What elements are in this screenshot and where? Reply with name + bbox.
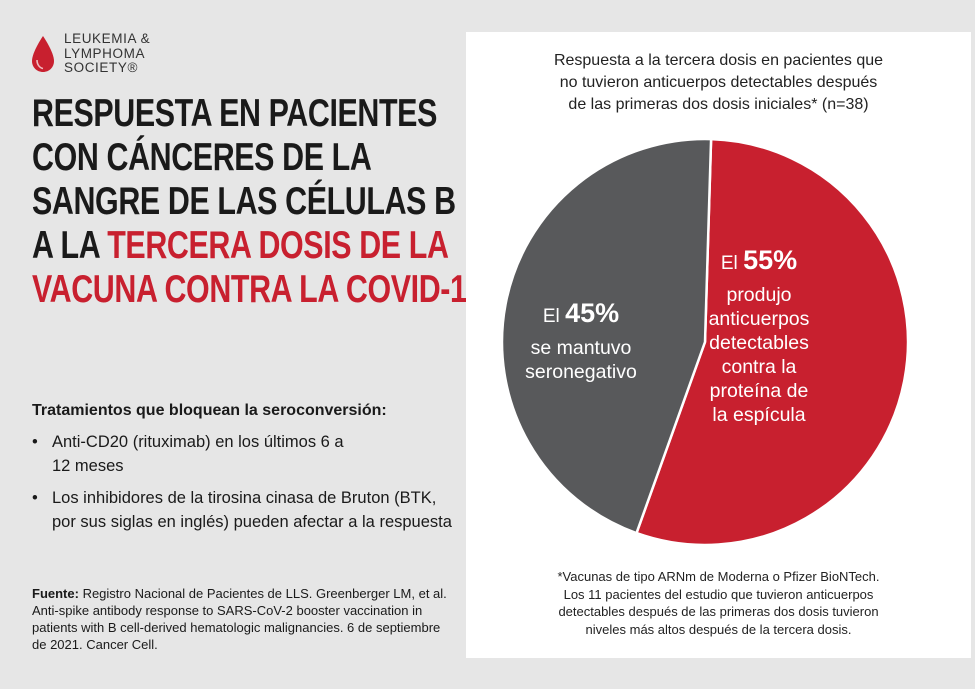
footnote-line: niveles más altos después de la tercera … (585, 621, 852, 637)
chart-title-line: no tuvieron anticuerpos detectables desp… (559, 74, 878, 91)
slice-label-line: se mantuvo (531, 337, 632, 359)
slice-label-line: detectables (709, 332, 809, 354)
blood-drop-icon (32, 35, 54, 72)
title-line-4-prefix: a la (32, 224, 108, 267)
title-line-4: a la tercera dosis de la (32, 224, 453, 268)
page-title: Respuesta en pacientes con cánceres de l… (32, 92, 484, 312)
slice-label-line: produjo (726, 284, 791, 306)
source-label: Fuente: (32, 586, 79, 601)
slice-label-prefix: El (721, 253, 743, 274)
chart-title: Respuesta a la tercera dosis en paciente… (466, 50, 971, 116)
treatments-heading: Tratamientos que bloquean la seroconvers… (32, 402, 387, 419)
footnote-line: *Vacunas de tipo ARNm de Moderna o Pfize… (557, 569, 880, 584)
slice-label-line: anticuerpos (709, 308, 810, 330)
logo-line-3: SOCIETY® (64, 60, 139, 75)
source-citation: Fuente: Registro Nacional de Pacientes d… (32, 585, 452, 653)
slice-label-line: seronegativo (525, 361, 637, 383)
slice-label-0: El 55% produjo anticuerpos detectables contr… (709, 245, 810, 426)
list-item: Los inhibidores de la tirosina cinasa de… (32, 486, 452, 534)
source-text: Registro Nacional de Pacientes de LLS. G… (32, 586, 447, 652)
logo-line-1: LEUKEMIA & (64, 31, 151, 46)
slice-label-1: El 45% se mantuvo seronegativo (525, 298, 637, 383)
chart-title-line: Respuesta a la tercera dosis en paciente… (553, 52, 884, 69)
footnote-line: Los 11 pacientes del estudio que tuviero… (563, 586, 874, 602)
list-item: Anti-CD20 (rituximab) en los últimos 6 a… (32, 430, 362, 478)
slice-label-value: 45% (565, 298, 619, 328)
slice-label-line: proteína de (710, 380, 809, 402)
footnote-line: detectables después de las primeras dos … (558, 604, 879, 619)
chart-title-line: de las primeras dos dosis iniciales* (n=… (568, 96, 869, 113)
pie-slice-1 (500, 137, 713, 535)
slice-label-value: 55% (743, 245, 797, 275)
chart-panel: Respuesta a la tercera dosis en paciente… (466, 32, 971, 658)
title-line-1: Respuesta en pacientes (32, 92, 437, 135)
footnote: *Vacunas de tipo ARNm de Moderna o Pfize… (466, 568, 971, 638)
pie-chart: El 55% produjo anticuerpos detectables contr… (500, 137, 910, 547)
title-line-2: con cánceres de la (32, 136, 372, 179)
treatments-list: Anti-CD20 (rituximab) en los últimos 6 a… (32, 430, 452, 542)
title-line-3: sangre de las células B (32, 180, 456, 223)
pie-slice-0 (634, 137, 910, 547)
logo-line-2: LYMPHOMA (64, 45, 146, 61)
slice-label-prefix: El (543, 306, 565, 327)
lls-logo: LEUKEMIA & LYMPHOMA SOCIETY® (30, 31, 151, 76)
logo-wordmark: LEUKEMIA & LYMPHOMA SOCIETY® (64, 31, 151, 76)
title-line-5-highlight: vacuna contra la COVID-19 (32, 268, 484, 311)
title-line-4-highlight: tercera dosis de la (107, 224, 449, 267)
slice-label-line: contra la (722, 356, 797, 378)
slice-label-line: la espícula (712, 404, 805, 426)
